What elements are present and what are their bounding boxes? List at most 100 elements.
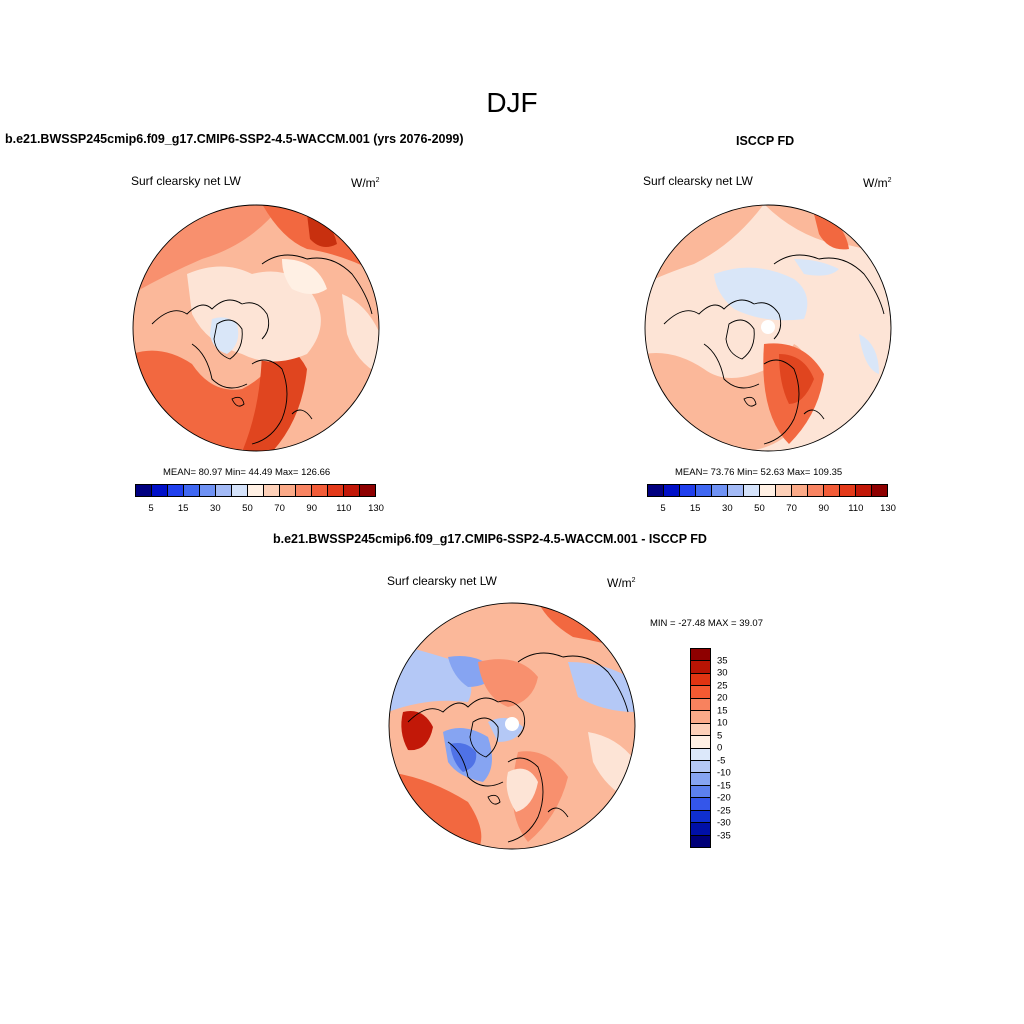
colorbar-swatch	[216, 485, 232, 496]
colorbar-swatch	[200, 485, 216, 496]
model-coastlines	[151, 254, 373, 445]
colorbar-tick-label: 20	[717, 692, 728, 704]
colorbar-tick-label: 30	[722, 503, 733, 514]
model-colorbar-ticks: 5 15 30 50 70 90 110 130	[135, 503, 384, 515]
colorbar-tick-label: 15	[717, 705, 728, 716]
colorbar-swatch	[691, 673, 710, 687]
colorbar-tick-label: 0	[717, 742, 723, 754]
colorbar-swatch	[808, 485, 824, 496]
colorbar-swatch	[664, 485, 680, 496]
colorbar-swatch	[760, 485, 776, 496]
obs-variable-label: Surf clearsky net LW	[643, 174, 753, 188]
colorbar-swatch	[691, 649, 710, 662]
colorbar-swatch	[744, 485, 760, 496]
colorbar-swatch	[648, 485, 664, 496]
colorbar-swatch	[856, 485, 872, 496]
colorbar-tick-label: 110	[336, 503, 352, 514]
colorbar-swatch	[691, 698, 710, 712]
colorbar-swatch	[691, 736, 710, 749]
colorbar-swatch	[691, 686, 710, 699]
map-field-europe-warm	[242, 343, 307, 451]
colorbar-swatch	[691, 835, 710, 847]
colorbar-swatch	[691, 785, 710, 799]
colorbar-swatch	[152, 485, 168, 496]
diff-panel-title: b.e21.BWSSP245cmip6.f09_g17.CMIP6-SSP2-4…	[273, 532, 707, 546]
colorbar-swatch	[691, 748, 710, 761]
diff-colorbar	[690, 648, 711, 848]
colorbar-tick-label: 5	[660, 503, 666, 514]
colorbar-swatch	[691, 711, 710, 724]
obs-missing-pole	[761, 320, 775, 334]
colorbar-tick-label: 90	[306, 503, 318, 514]
colorbar-swatch	[872, 485, 887, 496]
diff-units-label: W/m2	[607, 576, 636, 590]
diff-missing-pole	[505, 717, 519, 731]
obs-coastlines	[663, 254, 885, 445]
colorbar-tick-label: -20	[717, 792, 731, 804]
colorbar-swatch	[344, 485, 360, 496]
model-map-border	[132, 204, 380, 452]
colorbar-tick-label: 110	[848, 503, 864, 514]
obs-colorbar-ticks: 5 15 30 50 70 90 110 130	[647, 503, 896, 515]
colorbar-swatch	[696, 485, 712, 496]
colorbar-swatch	[691, 773, 710, 786]
colorbar-tick-label: 70	[274, 503, 285, 514]
map-field-asia-cool	[794, 259, 839, 276]
colorbar-swatch	[328, 485, 344, 496]
colorbar-swatch	[680, 485, 696, 496]
map-field-arctic-warm	[478, 659, 538, 707]
colorbar-tick-label: -5	[717, 755, 726, 766]
colorbar-tick-label: 30	[717, 667, 728, 679]
map-field-asia-light	[282, 259, 327, 294]
diff-map-border	[388, 602, 636, 850]
colorbar-tick-label: 5	[717, 730, 723, 741]
colorbar-tick-label: 90	[818, 503, 830, 514]
obs-units-label: W/m2	[863, 176, 892, 190]
obs-polar-map	[644, 204, 892, 452]
figure-title: DJF	[486, 87, 538, 118]
model-stats-label: MEAN= 80.97 Min= 44.49 Max= 126.66	[163, 467, 331, 478]
diff-polar-map	[388, 602, 636, 850]
colorbar-tick-label: 15	[689, 503, 701, 514]
colorbar-swatch	[840, 485, 856, 496]
colorbar-tick-label: 5	[148, 503, 154, 514]
map-field-europe-hot	[779, 354, 814, 404]
model-colorbar	[135, 484, 376, 497]
colorbar-tick-label: 25	[717, 680, 728, 691]
colorbar-swatch	[691, 810, 710, 824]
colorbar-swatch	[296, 485, 312, 496]
colorbar-swatch	[691, 760, 710, 774]
colorbar-swatch	[312, 485, 328, 496]
map-field-east-light	[342, 294, 379, 374]
colorbar-swatch	[691, 798, 710, 811]
colorbar-swatch	[264, 485, 280, 496]
colorbar-swatch	[691, 723, 710, 737]
colorbar-swatch	[360, 485, 375, 496]
colorbar-swatch	[728, 485, 744, 496]
colorbar-tick-label: -35	[717, 830, 731, 841]
colorbar-swatch	[712, 485, 728, 496]
obs-stats-label: MEAN= 73.76 Min= 52.63 Max= 109.35	[675, 467, 843, 478]
colorbar-swatch	[232, 485, 248, 496]
map-field-hotspot	[814, 214, 849, 250]
map-field-hotspot	[307, 214, 337, 248]
map-field-asia-cool	[568, 662, 635, 712]
model-panel-title: b.e21.BWSSP245cmip6.f09_g17.CMIP6-SSP2-4…	[5, 132, 464, 146]
colorbar-swatch	[184, 485, 200, 496]
colorbar-swatch	[168, 485, 184, 496]
diff-coastlines	[407, 652, 629, 843]
colorbar-tick-label: -25	[717, 805, 731, 816]
colorbar-tick-label: 130	[880, 503, 896, 514]
map-field-europe-light	[506, 768, 538, 812]
colorbar-tick-label: 130	[368, 503, 384, 514]
colorbar-tick-label: 10	[717, 717, 728, 729]
map-field-arctic-cool	[714, 267, 808, 321]
obs-map-border	[644, 204, 892, 452]
colorbar-tick-label: 15	[177, 503, 189, 514]
map-field-greenland-cool	[210, 317, 239, 354]
colorbar-swatch	[248, 485, 264, 496]
colorbar-tick-label: -30	[717, 817, 731, 829]
obs-colorbar	[647, 484, 888, 497]
colorbar-tick-label: -15	[717, 780, 731, 791]
diff-variable-label: Surf clearsky net LW	[387, 574, 497, 588]
